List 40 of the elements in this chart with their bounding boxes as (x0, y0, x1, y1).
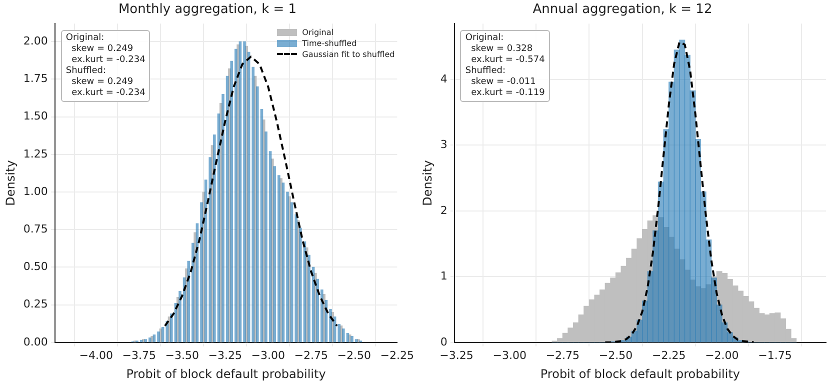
x-tick-label: −3.00 (251, 348, 286, 362)
x-tick-label: −1.75 (758, 348, 792, 362)
chart-title: Monthly aggregation, k = 1 (118, 2, 297, 18)
y-tick-label: 1 (440, 270, 448, 283)
y-axis-title: Density (420, 160, 434, 206)
annotation: Original: skew = 0.249 ex.kurt = -0.234 Shuffled: skew = 0.249 ex.kurt = -0.234 (60, 30, 150, 102)
x-tick-label: −3.00 (492, 348, 526, 362)
x-tick-label: −3.75 (122, 348, 156, 362)
legend-label: Original (302, 28, 334, 37)
x-tick-label: −2.50 (337, 348, 372, 362)
x-axis-title: Probit of block default probability (126, 366, 326, 381)
x-tick-label: −2.00 (705, 348, 739, 362)
y-tick-label: 1.25 (23, 147, 48, 160)
x-tick-label: −2.75 (546, 348, 580, 362)
y-tick-label: 0.00 (23, 335, 48, 348)
y-tick-label: 0.50 (23, 260, 48, 274)
x-tick-label: −2.75 (294, 348, 328, 362)
y-axis-title: Density (3, 160, 18, 206)
x-tick-label: −4.00 (79, 348, 114, 362)
annotation: Original: skew = 0.328 ex.kurt = -0.574 Shuffled: skew = -0.011 ex.kurt = -0.119 (460, 30, 550, 102)
x-tick-label: −3.25 (208, 348, 242, 362)
y-tick-label: 0.75 (23, 222, 48, 236)
y-tick-label: 1.00 (23, 184, 48, 198)
y-tick-label: 2 (440, 204, 448, 217)
y-tick-label: 2.00 (23, 34, 48, 48)
chart-title: Annual aggregation, k = 12 (532, 2, 712, 18)
y-tick-label: 1.75 (23, 72, 48, 86)
y-tick-label: 3 (440, 138, 448, 152)
x-tick-label: −2.50 (598, 348, 633, 362)
y-tick-label: 4 (440, 72, 448, 86)
x-tick-label: −2.25 (652, 348, 686, 362)
x-tick-label: −3.25 (440, 348, 474, 362)
y-tick-label: 0 (440, 335, 448, 348)
legend-label: Time-shuffled (302, 38, 357, 48)
y-tick-label: 0.25 (23, 298, 48, 311)
x-tick-label: −2.25 (380, 348, 414, 362)
legend-label: Gaussian fit to shuffled (302, 50, 395, 59)
x-axis-title: Probit of block default probability (540, 366, 740, 381)
y-tick-label: 1.50 (23, 110, 48, 123)
x-tick-label: −3.50 (165, 348, 200, 362)
